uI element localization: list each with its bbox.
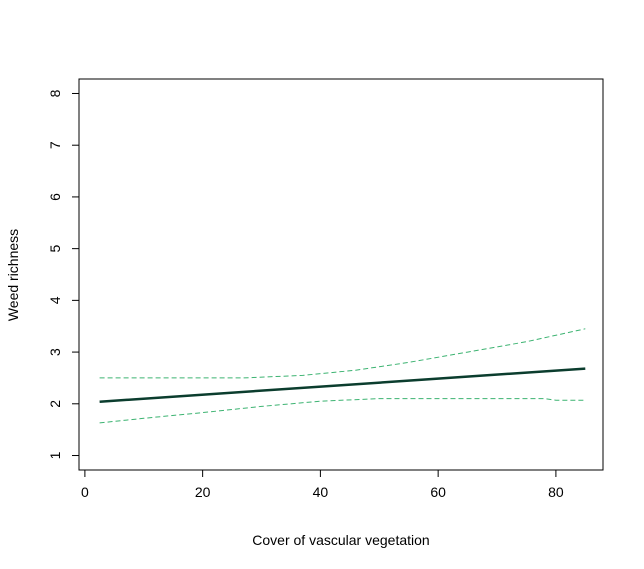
x-tick-label: 80 (548, 484, 564, 500)
y-tick-label: 1 (47, 451, 63, 459)
y-tick-label: 7 (47, 141, 63, 149)
x-tick-label: 40 (313, 484, 329, 500)
y-tick-label: 4 (47, 296, 63, 304)
x-tick-label: 60 (430, 484, 446, 500)
series-layer (99, 328, 586, 424)
y-axis-label: Weed richness (5, 229, 21, 321)
x-tick-label: 20 (195, 484, 211, 500)
x-tick-label: 0 (81, 484, 89, 500)
y-tick-label: 8 (47, 89, 63, 97)
y-axis: 1 2 3 4 5 6 7 8 (47, 89, 79, 459)
y-tick-label: 3 (47, 348, 63, 356)
x-axis-label: Cover of vascular vegetation (252, 532, 429, 548)
lower-confidence-line (99, 398, 586, 424)
y-tick-label: 5 (47, 245, 63, 253)
y-tick-label: 2 (47, 400, 63, 408)
y-tick-label: 6 (47, 193, 63, 201)
fitted-line (99, 367, 586, 403)
upper-confidence-line (99, 328, 586, 379)
x-axis: 0 20 40 60 80 (81, 470, 564, 500)
plot-frame (78, 78, 604, 471)
